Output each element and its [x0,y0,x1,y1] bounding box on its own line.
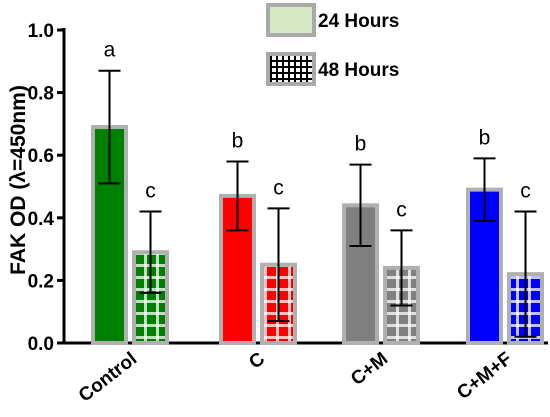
error-bar-24h [473,157,496,222]
legend: 24 Hours 48 Hours [266,3,399,86]
significance-label: b [355,133,367,156]
significance-label: b [479,126,491,149]
legend-swatch [266,3,316,37]
legend-item-48h: 48 Hours [266,52,399,86]
legend-label: 48 Hours [318,60,399,81]
significance-label: c [520,180,531,203]
error-bar-24h [349,163,372,247]
x-tick-label: C+M+F [453,348,516,404]
y-tick-label: 0.4 [28,209,55,230]
legend-swatch [266,52,316,86]
significance-label: c [273,176,284,199]
x-tick-label: C+M [347,348,392,390]
y-tick-label: 1.0 [28,21,54,42]
error-bar-48h [139,210,162,294]
error-bar-48h [514,210,537,338]
legend-label: 24 Hours [318,11,399,32]
x-tick-label: C [245,348,269,373]
legend-item-24h: 24 Hours [266,3,399,37]
y-tick-label: 0.8 [28,84,54,105]
significance-label: c [396,198,407,221]
x-tick-label: Control [75,348,141,406]
error-bar-24h [226,160,249,232]
significance-label: a [104,39,116,62]
significance-label: c [145,180,156,203]
y-tick-label: 0.0 [28,334,54,355]
y-tick-label: 0.2 [28,271,54,292]
y-axis-label: FAK OD (λ=450nm) [7,85,30,275]
error-bar-48h [390,229,413,307]
error-bar-48h [267,207,290,323]
y-tick-label: 0.6 [28,146,54,167]
significance-label: b [232,129,244,152]
bars: a c b c b c b c [91,39,544,346]
error-bar-24h [98,69,121,185]
